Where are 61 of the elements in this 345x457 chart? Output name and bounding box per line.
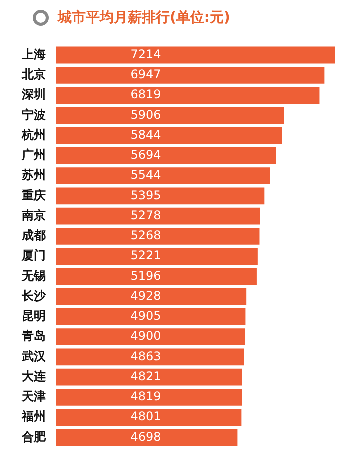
data-label: 7214	[130, 47, 162, 62]
y-tick-label: 广州	[21, 148, 46, 162]
y-tick-label: 武汉	[21, 349, 47, 364]
y-tick-label: 苏州	[21, 168, 46, 182]
data-label: 5906	[130, 108, 162, 122]
y-tick-label: 成都	[21, 228, 46, 243]
bar	[56, 228, 260, 245]
data-label: 5395	[130, 188, 162, 202]
bar	[56, 66, 325, 84]
bar	[56, 348, 244, 366]
data-label: 4821	[130, 369, 162, 384]
y-tick-label: 南京	[21, 208, 46, 222]
bar	[56, 46, 335, 64]
y-tick-label: 上海	[21, 47, 46, 62]
y-tick-label: 长沙	[21, 288, 47, 303]
y-tick-label: 合肥	[21, 430, 47, 444]
bar	[56, 127, 282, 144]
data-label: 4863	[130, 349, 162, 364]
data-label: 5221	[130, 248, 162, 263]
data-label: 4801	[130, 410, 162, 424]
bar	[56, 107, 284, 124]
data-label: 4905	[130, 309, 162, 324]
bar	[56, 168, 270, 184]
data-label: 4928	[130, 288, 162, 303]
data-label: 4900	[130, 329, 162, 344]
data-label: 5278	[130, 208, 162, 222]
y-tick-label: 天津	[21, 390, 46, 404]
data-label: 6947	[130, 68, 162, 82]
y-tick-label: 北京	[21, 68, 46, 82]
bar	[56, 147, 276, 164]
bar	[56, 248, 258, 266]
bar	[56, 389, 242, 406]
bar	[56, 308, 246, 326]
bar	[56, 288, 247, 306]
data-label: 5694	[130, 148, 162, 162]
y-tick-label: 深圳	[21, 88, 46, 102]
data-label: 4819	[130, 390, 162, 404]
y-tick-label: 昆明	[22, 309, 46, 324]
bar	[56, 409, 242, 426]
data-label: 5268	[130, 228, 162, 243]
data-label: 5544	[130, 168, 162, 182]
y-tick-label: 无锡	[21, 268, 46, 283]
y-tick-label: 宁波	[22, 108, 47, 122]
bar	[56, 208, 260, 225]
data-label: 6819	[130, 88, 162, 102]
data-label: 4698	[130, 430, 162, 444]
bar	[56, 268, 257, 286]
bar	[56, 188, 265, 205]
data-label: 5844	[130, 128, 162, 142]
data-label: 5196	[130, 268, 162, 283]
y-tick-label: 青岛	[21, 329, 46, 344]
bar	[56, 368, 242, 386]
bar	[56, 328, 246, 346]
chart-title: 城市平均月薪排行(单位:元)	[58, 9, 230, 27]
y-tick-label: 杭州	[21, 128, 46, 142]
y-tick-label: 厦门	[21, 248, 46, 263]
bar	[56, 87, 320, 104]
y-tick-label: 重庆	[21, 188, 46, 202]
bar	[56, 429, 238, 446]
y-tick-label: 大连	[22, 369, 47, 384]
y-tick-label: 福州	[21, 410, 46, 424]
